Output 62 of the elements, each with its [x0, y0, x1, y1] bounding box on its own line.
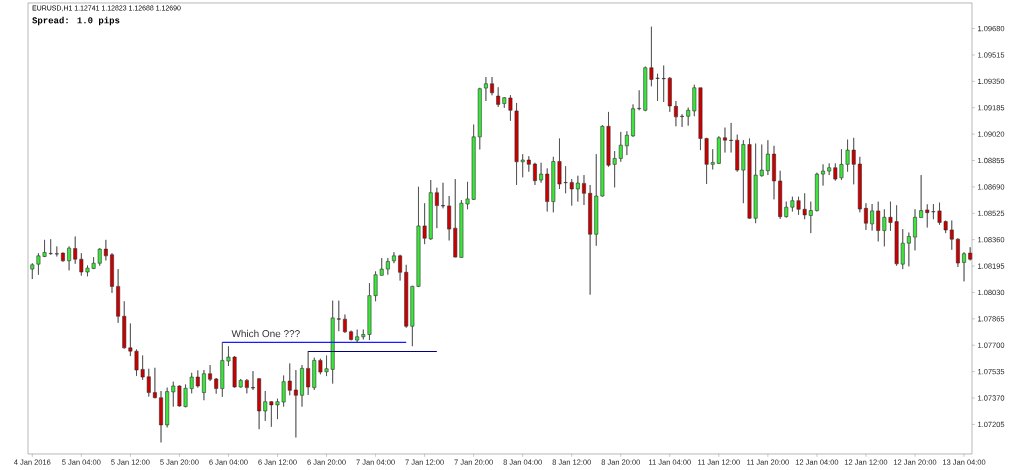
candlestick [772, 145, 776, 200]
candlestick [968, 246, 973, 261]
candlestick [244, 378, 249, 394]
candlestick [588, 184, 593, 295]
candlestick [778, 170, 783, 220]
candlestick [955, 237, 960, 268]
candlestick [906, 232, 911, 267]
candlestick [483, 76, 488, 102]
candlestick [490, 76, 494, 96]
candlestick [257, 377, 262, 430]
candlestick [870, 203, 875, 231]
candlestick [355, 329, 360, 343]
candlestick [202, 369, 206, 401]
candlestick [667, 76, 672, 113]
candlestick [54, 246, 59, 257]
candlestick [103, 239, 108, 261]
candlestick [434, 187, 439, 229]
candlestick [293, 369, 298, 438]
candlestick [251, 370, 255, 391]
candlestick [349, 330, 353, 341]
candlestick [962, 251, 966, 282]
candlestick [526, 155, 531, 172]
candlestick [575, 175, 580, 202]
candlestick [159, 390, 163, 443]
candlestick [624, 130, 629, 156]
candlestick [637, 90, 642, 111]
candlestick [208, 364, 212, 382]
candlestick [496, 86, 501, 108]
candlestick [385, 257, 390, 275]
candlestick [539, 162, 544, 184]
candlestick [827, 163, 832, 176]
candlestick [680, 114, 684, 128]
candlestick [165, 387, 170, 428]
candlestick [723, 127, 727, 153]
candlestick [152, 367, 157, 399]
candlestick [631, 104, 635, 138]
candlestick [110, 252, 114, 294]
candlestick [61, 252, 65, 263]
annotation: Spread: 1.0 pips [32, 16, 120, 26]
candlestick [392, 251, 396, 264]
candlestick [919, 174, 924, 219]
candlestick [729, 122, 734, 153]
candlestick [447, 195, 452, 241]
candlestick [582, 174, 586, 206]
candlestick [864, 202, 868, 231]
candlestick [195, 370, 200, 388]
candlestick [674, 100, 678, 127]
candlestick [533, 162, 537, 186]
candlestick [300, 364, 304, 407]
candlestick [306, 350, 311, 396]
candlestick [67, 246, 72, 271]
candlestick [913, 209, 917, 251]
candlestick [765, 139, 770, 176]
candlestick [821, 164, 825, 186]
candlestick [857, 156, 862, 213]
candlestick [814, 172, 819, 212]
candlestick [116, 268, 121, 324]
candlestick [342, 314, 347, 334]
annotation: Which One ??? [231, 329, 300, 338]
candlestick [716, 135, 721, 165]
candlestick [398, 254, 403, 281]
candlestick [441, 182, 445, 209]
